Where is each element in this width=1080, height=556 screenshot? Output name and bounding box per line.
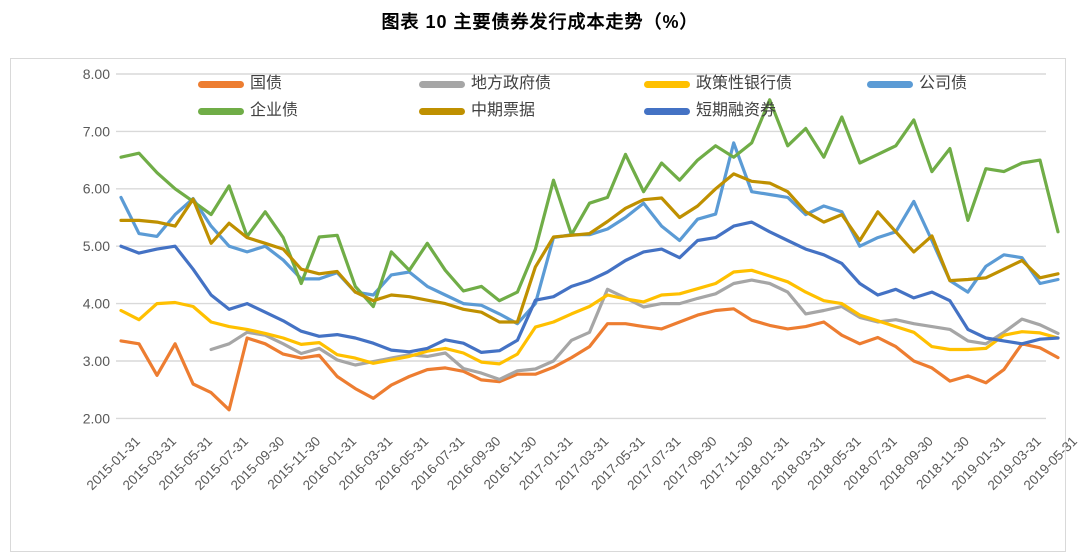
legend-label: 地方政府债 [471, 75, 552, 92]
series-line-0 [119, 307, 1060, 412]
legend-line-marker-icon [198, 80, 244, 88]
series-line-1 [209, 278, 1060, 381]
y-axis-tick-label: 5.00 [83, 238, 110, 254]
legend-line-marker-icon [419, 107, 465, 115]
legend-item: 企业债 [198, 100, 298, 122]
y-axis-tick-label: 7.00 [83, 123, 110, 139]
legend-label: 中期票据 [471, 102, 536, 119]
y-axis-tick-label: 4.00 [83, 296, 110, 312]
legend-item: 短期融资券 [644, 100, 776, 122]
legend-item: 公司债 [867, 73, 967, 95]
series-line-4 [119, 98, 1060, 309]
legend-item: 国债 [198, 73, 282, 95]
series-line-6 [119, 220, 1060, 354]
legend-item: 地方政府债 [419, 73, 551, 95]
legend-item: 中期票据 [419, 100, 535, 122]
legend-label: 短期融资券 [696, 102, 777, 119]
legend-label: 政策性银行债 [696, 75, 793, 92]
chart-title: 图表 10 主要债券发行成本走势（%） [381, 12, 699, 32]
legend-label: 公司债 [919, 75, 968, 92]
chart-legend: 国债 地方政府债 政策性银行债 公司债企业债 中期票据 短期融资券 [11, 59, 1065, 129]
legend-line-marker-icon [644, 107, 690, 115]
series-line-5 [119, 172, 1060, 324]
legend-item: 政策性银行债 [644, 73, 792, 95]
y-axis-tick-label: 8.00 [83, 66, 110, 82]
y-axis-tick-label: 3.00 [83, 353, 110, 369]
legend-line-marker-icon [644, 80, 690, 88]
series-line-2 [119, 268, 1060, 366]
legend-label: 企业债 [250, 102, 299, 119]
y-axis-tick-label: 6.00 [83, 181, 110, 197]
legend-line-marker-icon [867, 80, 913, 88]
legend-line-marker-icon [198, 107, 244, 115]
legend-line-marker-icon [419, 80, 465, 88]
legend-label: 国债 [250, 75, 283, 92]
y-axis-tick-label: 2.00 [83, 410, 110, 426]
